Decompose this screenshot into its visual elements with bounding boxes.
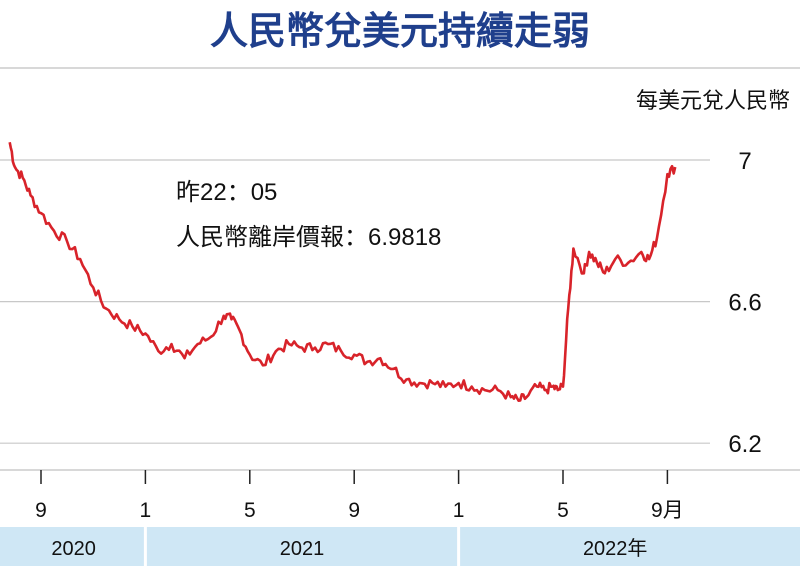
year-label: 2021 [280, 538, 325, 560]
year-label: 2020 [51, 538, 96, 560]
y-tick-label: 6.6 [728, 290, 761, 317]
x-tick-label: 9 [35, 499, 47, 522]
gridlines [0, 159, 710, 444]
y-tick-label: 6.2 [728, 431, 761, 458]
series-line [8, 142, 677, 402]
y-tick-label: 7 [738, 148, 751, 175]
chart-title: 人民幣兌美元持續走弱 [210, 9, 590, 53]
x-axis-ticks: 9 1 5 9 1 5 9月 [35, 470, 684, 522]
x-tick-label: 9月 [651, 499, 684, 522]
year-label: 2022年 [583, 537, 648, 560]
annotation-value: 人民幣離岸價報：6.9818 [176, 224, 441, 251]
year-band-background [0, 527, 800, 566]
x-tick-label: 1 [140, 499, 152, 522]
year-band: 2020 2021 2022年 [0, 527, 800, 566]
x-tick-label: 5 [244, 499, 256, 522]
y-axis-unit-label: 每美元兌人民幣 [636, 88, 790, 113]
x-tick-label: 1 [453, 499, 465, 522]
x-tick-label: 9 [348, 499, 360, 522]
series-layer [8, 142, 677, 402]
y-tick-labels: 7 6.6 6.2 [728, 148, 761, 458]
x-tick-label: 5 [557, 499, 569, 522]
annotation-time: 昨22：05 [176, 179, 277, 206]
